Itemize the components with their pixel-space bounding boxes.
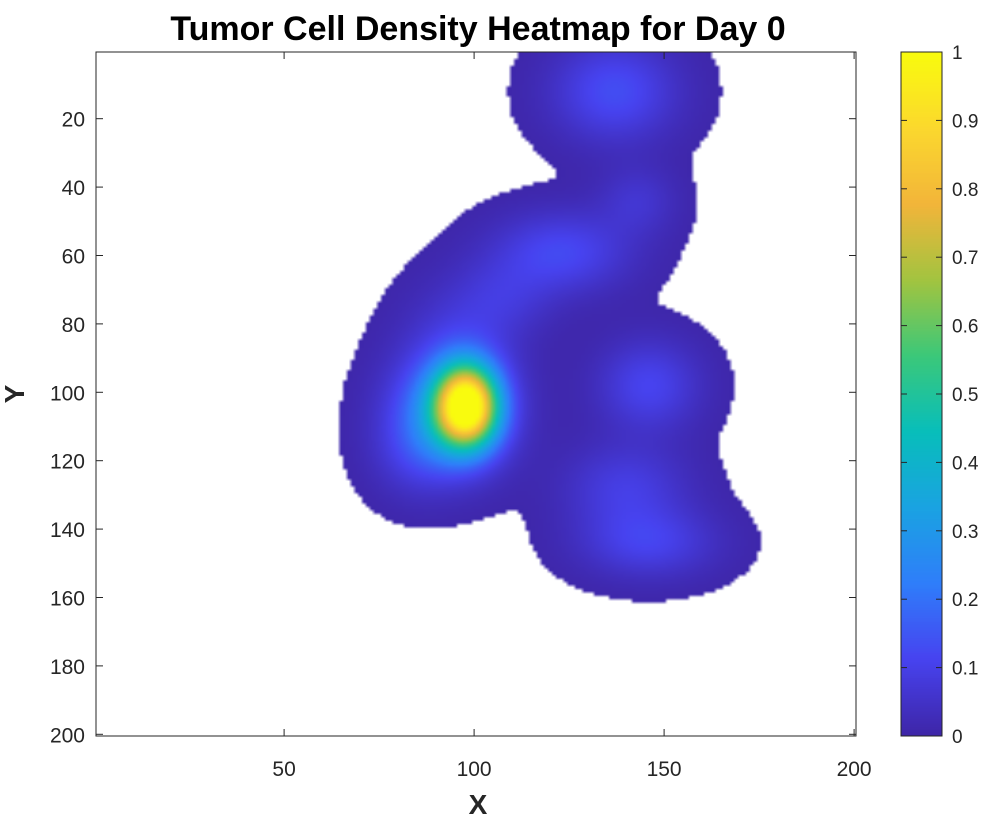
heatmap-image <box>96 52 856 736</box>
colorbar-tick-label: 0.6 <box>952 317 978 338</box>
colorbar-tick-label: 0.3 <box>952 522 978 543</box>
y-axis-ticks: 20 40 60 80 100 120 140 160 180 200 <box>50 109 856 747</box>
y-tick-label: 80 <box>62 314 85 337</box>
colorbar-tick-label: 0.2 <box>952 590 978 611</box>
colorbar-tick-label: 0.7 <box>952 248 978 269</box>
y-tick-label: 120 <box>50 451 85 474</box>
y-tick-label: 60 <box>62 245 85 268</box>
y-tick-label: 40 <box>62 177 85 200</box>
y-tick-label: 140 <box>50 519 85 542</box>
x-tick-label: 50 <box>272 758 295 781</box>
colorbar-ticks: 0 0.1 0.2 0.3 0.4 0.5 0.6 0.7 0.8 0.9 1 <box>901 43 979 748</box>
colorbar-tick-label: 0.5 <box>952 385 978 406</box>
y-tick-label: 100 <box>50 382 85 405</box>
y-axis-label: Y <box>0 384 30 403</box>
axes-box <box>95 51 857 737</box>
y-tick-label: 20 <box>62 109 85 132</box>
x-tick-label: 150 <box>647 758 682 781</box>
plot-area <box>95 51 857 737</box>
colorbar-tick-label: 0.9 <box>952 111 978 132</box>
colorbar-tick-label: 0.1 <box>952 659 978 680</box>
y-tick-label: 160 <box>50 587 85 610</box>
colorbar-tick-label: 1 <box>952 43 963 64</box>
y-tick-label: 180 <box>50 656 85 679</box>
x-axis-label: X <box>469 789 488 820</box>
x-tick-label: 200 <box>837 758 872 781</box>
colorbar-gradient <box>901 52 942 736</box>
colorbar-tick-label: 0.8 <box>952 180 978 201</box>
y-tick-label: 200 <box>50 724 85 747</box>
x-tick-label: 100 <box>457 758 492 781</box>
chart-title: Tumor Cell Density Heatmap for Day 0 <box>170 10 785 48</box>
colorbar-tick-label: 0 <box>952 727 963 748</box>
colorbar: 0 0.1 0.2 0.3 0.4 0.5 0.6 0.7 0.8 0.9 1 <box>900 43 979 748</box>
x-axis-ticks: 50 100 150 200 <box>272 52 872 781</box>
colorbar-tick-label: 0.4 <box>952 453 979 474</box>
